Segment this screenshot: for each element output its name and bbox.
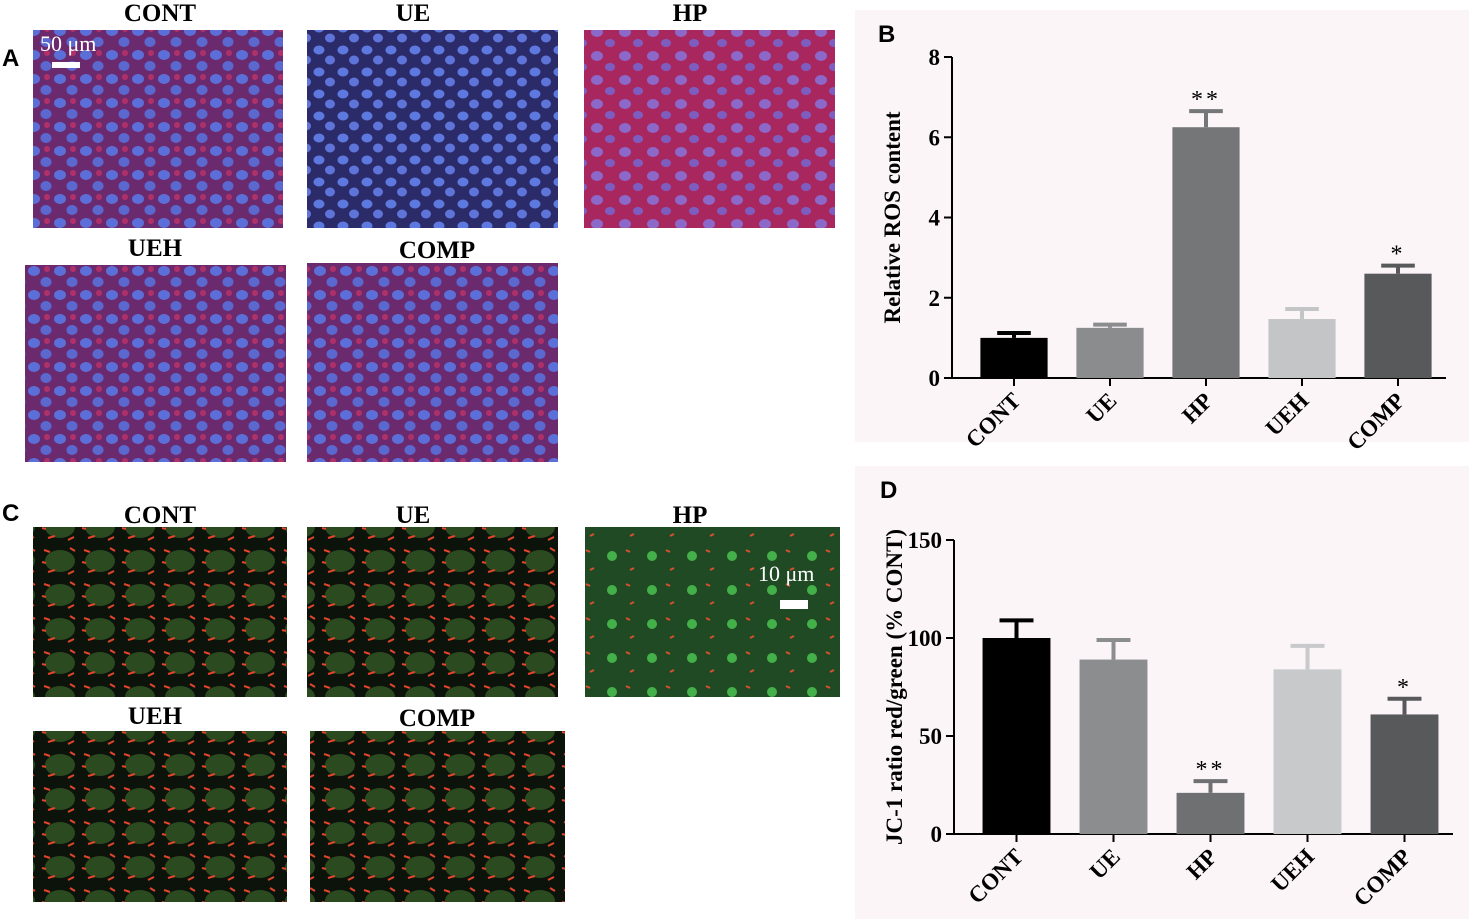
y-tick-label: 6 (929, 125, 941, 150)
micrograph (307, 263, 558, 462)
image-title: COMP (399, 705, 475, 732)
micrograph (33, 731, 287, 902)
y-tick-label: 0 (929, 366, 941, 391)
micrograph (307, 527, 558, 697)
image-title: UEH (128, 235, 183, 262)
bar (980, 337, 1048, 378)
bar (1268, 319, 1336, 378)
scale-bar (780, 600, 808, 609)
panel-letter: B (878, 21, 895, 48)
micrograph (33, 527, 287, 697)
y-tick-label: 100 (908, 626, 943, 651)
y-tick-label: 8 (929, 45, 941, 70)
y-axis-label: JC-1 ratio red/green (% CONT) (882, 529, 907, 845)
scale-label: 10 μm (758, 561, 814, 586)
image-title: CONT (124, 502, 197, 529)
micrograph (584, 30, 835, 228)
image-title: UE (396, 0, 431, 27)
image-title: COMP (399, 237, 475, 264)
significance: ** (1196, 757, 1226, 783)
image-title: HP (673, 0, 708, 27)
bar (982, 638, 1051, 834)
scale-label: 50 μm (40, 31, 96, 56)
panel-letter: A (2, 45, 19, 72)
micrograph (307, 30, 558, 228)
micrograph (33, 30, 283, 228)
significance: ** (1191, 87, 1221, 113)
scale-bar (52, 62, 80, 68)
image-title: CONT (124, 0, 197, 27)
y-tick-label: 50 (919, 724, 942, 749)
chart-background (855, 466, 1469, 919)
bar (1364, 273, 1432, 378)
y-tick-label: 0 (931, 822, 943, 847)
significance: * (1397, 675, 1412, 701)
micrograph (310, 731, 565, 902)
bar (1172, 127, 1240, 378)
image-title: HP (673, 502, 708, 529)
micrograph (25, 265, 286, 462)
image-title: UE (396, 502, 431, 529)
y-tick-label: 150 (908, 528, 943, 553)
panel-letter: D (880, 477, 897, 504)
image-title: UEH (128, 703, 183, 730)
y-tick-label: 4 (929, 206, 941, 231)
bar (1176, 792, 1245, 834)
bar (1079, 659, 1148, 834)
panel-letter: C (2, 500, 19, 527)
y-axis-label: Relative ROS content (880, 111, 905, 323)
bar (1076, 327, 1144, 378)
bar (1370, 714, 1439, 834)
micrograph (585, 527, 840, 697)
significance: * (1391, 242, 1406, 268)
y-tick-label: 2 (929, 286, 941, 311)
bar (1273, 669, 1342, 834)
